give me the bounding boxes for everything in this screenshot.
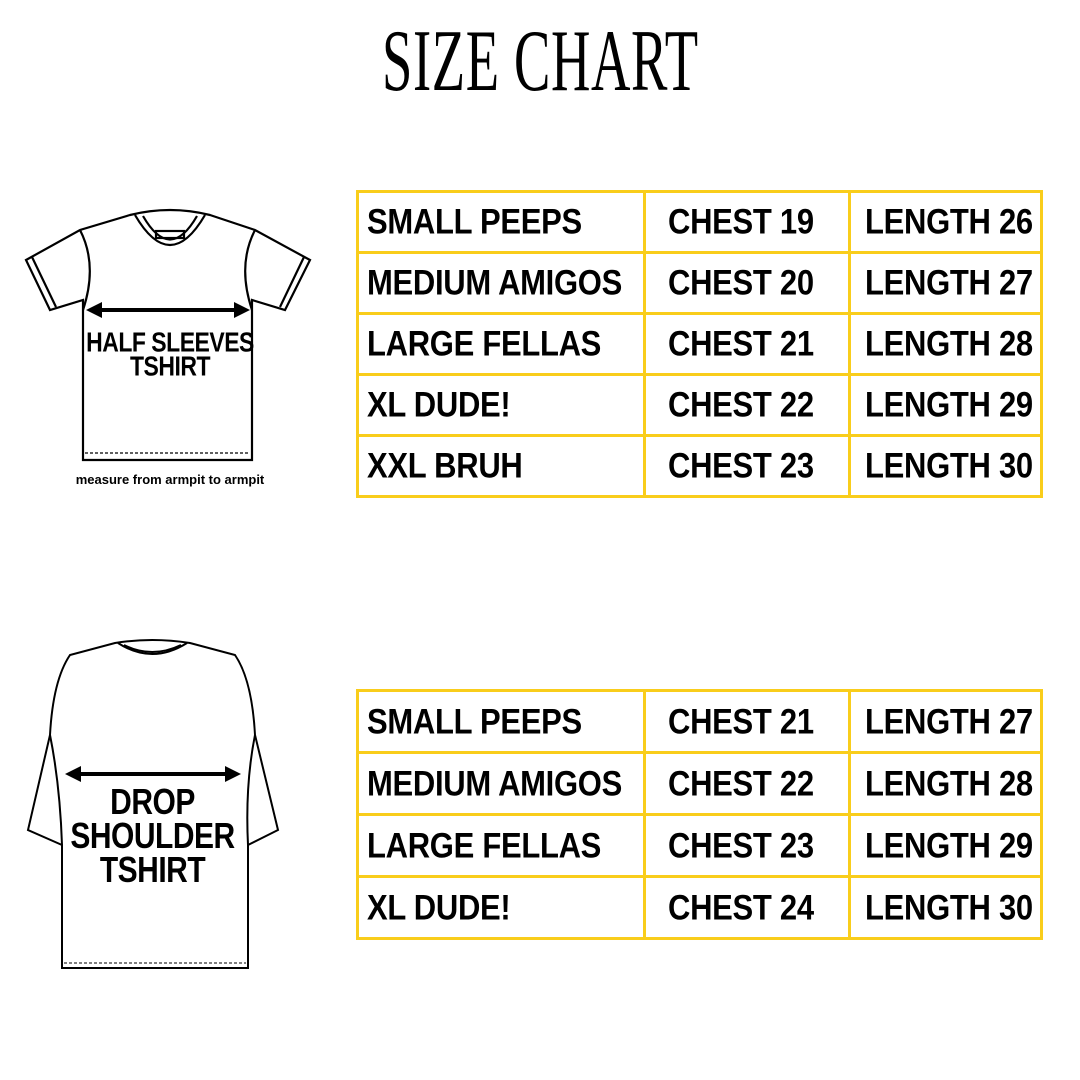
chest-value: CHEST 24	[668, 886, 814, 928]
chest-value: CHEST 22	[668, 762, 814, 804]
table-row: LARGE FELLAS CHEST 21 LENGTH 28	[356, 312, 1043, 376]
drop-shoulder-label: DROP SHOULDER TSHIRT	[70, 782, 235, 891]
length-value: LENGTH 28	[865, 323, 1033, 364]
length-value: LENGTH 29	[865, 824, 1033, 866]
table-row: XXL BRUH CHEST 23 LENGTH 30	[356, 434, 1043, 498]
drop-shoulder-tshirt-illustration	[26, 639, 280, 969]
length-value: LENGTH 29	[865, 384, 1033, 425]
half-sleeves-size-table: SMALL PEEPS CHEST 19 LENGTH 26 MEDIUM AMIG…	[356, 190, 1043, 498]
chest-value: CHEST 23	[668, 445, 814, 486]
size-name: XL DUDE!	[367, 886, 511, 928]
drop-shoulder-size-table: SMALL PEEPS CHEST 21 LENGTH 27 MEDIUM AMIG…	[356, 689, 1043, 940]
size-name: XXL BRUH	[367, 445, 523, 486]
page-title: SIZE CHART	[381, 13, 699, 110]
table-row: LARGE FELLAS CHEST 23 LENGTH 29	[356, 813, 1043, 878]
length-value: LENGTH 30	[865, 886, 1033, 928]
size-name: SMALL PEEPS	[367, 700, 582, 742]
chest-value: CHEST 20	[668, 262, 814, 303]
table-row: MEDIUM AMIGOS CHEST 22 LENGTH 28	[356, 751, 1043, 816]
size-name: LARGE FELLAS	[367, 824, 602, 866]
chest-value: CHEST 21	[668, 323, 814, 364]
size-name: XL DUDE!	[367, 384, 511, 425]
length-value: LENGTH 27	[865, 262, 1033, 303]
chest-value: CHEST 22	[668, 384, 814, 425]
measure-caption: measure from armpit to armpit	[75, 472, 265, 487]
table-row: XL DUDE! CHEST 22 LENGTH 29	[356, 373, 1043, 437]
half-sleeves-label: HALF SLEEVES TSHIRT	[86, 326, 254, 382]
size-name: MEDIUM AMIGOS	[367, 262, 622, 303]
size-name: SMALL PEEPS	[367, 201, 582, 242]
table-row: MEDIUM AMIGOS CHEST 20 LENGTH 27	[356, 251, 1043, 315]
length-value: LENGTH 27	[865, 700, 1033, 742]
length-value: LENGTH 26	[865, 201, 1033, 242]
half-sleeves-tshirt-illustration	[24, 208, 312, 462]
table-row: SMALL PEEPS CHEST 21 LENGTH 27	[356, 689, 1043, 754]
size-name: LARGE FELLAS	[367, 323, 602, 364]
table-row: SMALL PEEPS CHEST 19 LENGTH 26	[356, 190, 1043, 254]
length-value: LENGTH 30	[865, 445, 1033, 486]
size-name: MEDIUM AMIGOS	[367, 762, 622, 804]
table-row: XL DUDE! CHEST 24 LENGTH 30	[356, 875, 1043, 940]
length-value: LENGTH 28	[865, 762, 1033, 804]
chest-value: CHEST 19	[668, 201, 814, 242]
chest-value: CHEST 23	[668, 824, 814, 866]
chest-value: CHEST 21	[668, 700, 814, 742]
